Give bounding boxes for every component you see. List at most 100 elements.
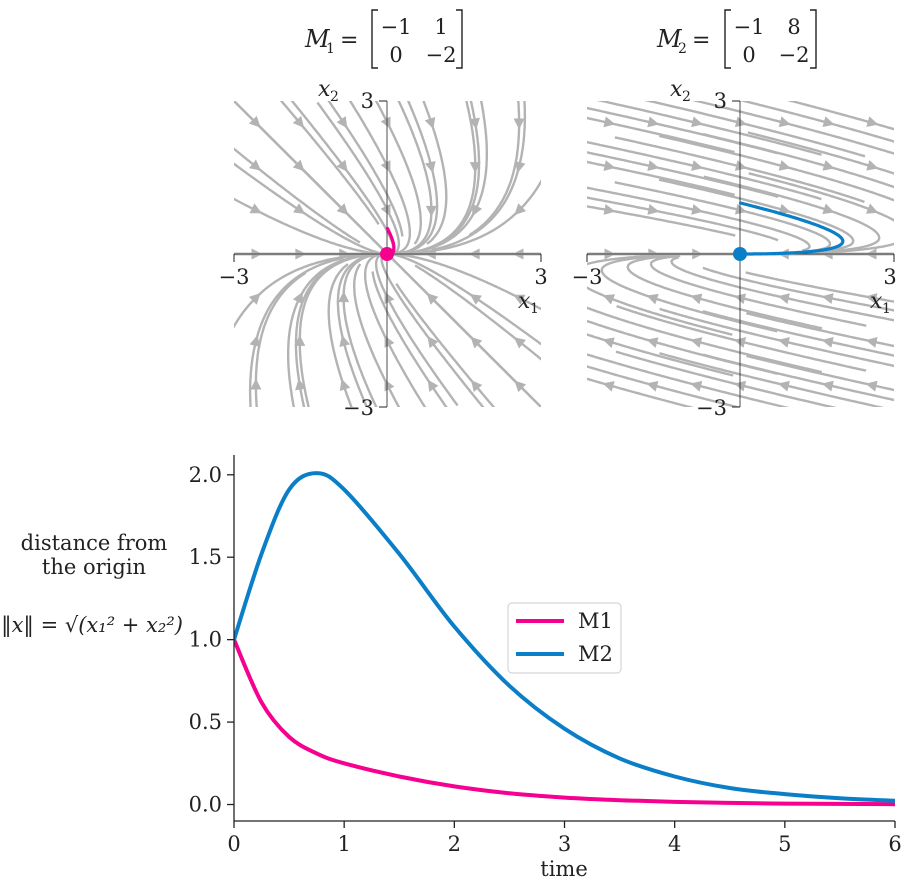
streamline-arrow [513, 294, 526, 305]
tick-label-x-min-m2: −3 [572, 265, 603, 289]
streamline-arrow [336, 159, 348, 172]
streamline-arrow [248, 293, 261, 305]
series-lines [234, 471, 895, 807]
streamline-arrow [339, 335, 351, 348]
streamline [327, 101, 404, 237]
streamline-arrow [777, 337, 790, 348]
x1-label-m1: x [518, 289, 531, 314]
y-tick-label: 1.5 [189, 545, 222, 569]
streamline-arrow [295, 378, 306, 391]
bracket-left-m2 [724, 9, 731, 69]
streamline-arrow [691, 116, 704, 128]
phase-title-m1: M 1 = −1 1 0 −2 [304, 9, 463, 69]
distance-chart: distance from the origin ‖x‖ = √(x₁² + x… [1, 455, 902, 881]
x1-label-sub-m1: 1 [530, 301, 539, 317]
streamline [587, 205, 736, 237]
matrix-m2-a21: 0 [742, 43, 755, 67]
streamline-arrow [734, 116, 747, 128]
y-axis-title-formula: ‖x‖ = √(x₁² + x₂²) [1, 613, 183, 638]
streamline-arrow [822, 203, 835, 215]
streamline-arrow [646, 293, 659, 305]
phase-title-m2: M 2 = −1 8 0 −2 [656, 9, 817, 69]
streamline-arrow [292, 115, 305, 128]
streamline-arrow [821, 380, 834, 392]
streamline-arrow [691, 203, 704, 215]
streamline [294, 266, 331, 407]
streamline [279, 101, 380, 226]
streamline [348, 101, 411, 256]
phase-portrait-m2: M 2 = −1 8 0 −2 −3 3 3 −3 x 2 x 1 [572, 9, 897, 420]
x2-label-m1: x [318, 77, 331, 102]
streamline-arrow [603, 160, 616, 172]
x-ticks: 0 1 2 3 4 5 6 [227, 821, 902, 856]
bracket-right-m2 [810, 9, 817, 69]
matrix-m2-a11: −1 [734, 15, 765, 39]
streamline [702, 353, 894, 402]
streamline-arrow [425, 205, 437, 217]
streamline-arrow [734, 203, 747, 215]
equals-sign-m2: = [692, 28, 710, 53]
matrix-m1-a11: −1 [381, 15, 412, 39]
streamline [587, 151, 779, 198]
streamline-arrow [602, 294, 616, 305]
streamline [371, 271, 448, 407]
streamline-arrow [778, 203, 791, 215]
streamline-arrow [691, 160, 704, 171]
streamline-arrow [690, 337, 703, 348]
x-tick-label: 5 [778, 832, 791, 856]
streamline-arrow [778, 116, 791, 128]
streamline-arrow [250, 378, 262, 390]
streamline [374, 101, 422, 245]
streamline-arrow [514, 160, 526, 173]
streamline-arrow [777, 293, 790, 305]
streamline [444, 101, 481, 242]
streamline-arrow [647, 160, 660, 171]
y-tick-label: 0.5 [189, 710, 222, 734]
streamline-arrow [424, 160, 436, 173]
streamline-arrow [603, 116, 616, 128]
tick-label-x-max-m2: 3 [883, 265, 896, 289]
streamline [703, 133, 894, 189]
matrix-m1-a12: 1 [434, 15, 447, 39]
equilibrium-point-m1 [380, 247, 394, 261]
x-tick-label: 3 [558, 832, 571, 856]
streamline-arrow [427, 336, 439, 349]
bracket-left-m1 [371, 9, 378, 69]
matrix-sub-m2: 2 [678, 41, 687, 57]
x1-label-m2: x [870, 289, 883, 314]
x2-label-sub-m1: 2 [330, 89, 339, 105]
streamline-arrow [690, 293, 703, 305]
streamline-arrow [469, 294, 482, 305]
y-tick-label: 2.0 [189, 463, 222, 487]
streamline-arrow [690, 380, 703, 392]
y-axis-title: distance from the origin ‖x‖ = √(x₁² + x… [1, 531, 183, 638]
streamline [587, 365, 742, 407]
x-tick-label: 1 [337, 832, 350, 856]
matrix-m2-a22: −2 [779, 43, 810, 67]
streamline-arrow [380, 203, 391, 217]
tick-label-y-max-m2: 3 [714, 89, 727, 113]
streamline [468, 101, 521, 237]
streamline-arrow [647, 116, 660, 128]
streamline-arrow [866, 116, 879, 127]
streamline [587, 196, 779, 242]
legend: M1 M2 [507, 602, 622, 674]
streamline [702, 310, 894, 357]
streamline-arrow [380, 116, 391, 129]
streamline-arrow [866, 160, 879, 171]
x2-label-sub-m2: 2 [682, 89, 691, 105]
streamline [702, 266, 894, 312]
streamline-arrow [602, 337, 615, 348]
streamline-arrow [821, 337, 834, 348]
streamline [380, 252, 485, 407]
equilibrium-point-m2 [733, 247, 747, 261]
tick-label-y-min-m2: −3 [696, 396, 727, 420]
streamline [398, 253, 541, 311]
streamline [364, 252, 427, 407]
streamline-arrow [294, 334, 306, 346]
matrix-m1-a22: −2 [426, 43, 457, 67]
streamline [353, 263, 401, 407]
streamline [234, 147, 361, 244]
matrix-sub-m1: 1 [326, 41, 335, 57]
streamline-arrow [336, 116, 348, 129]
